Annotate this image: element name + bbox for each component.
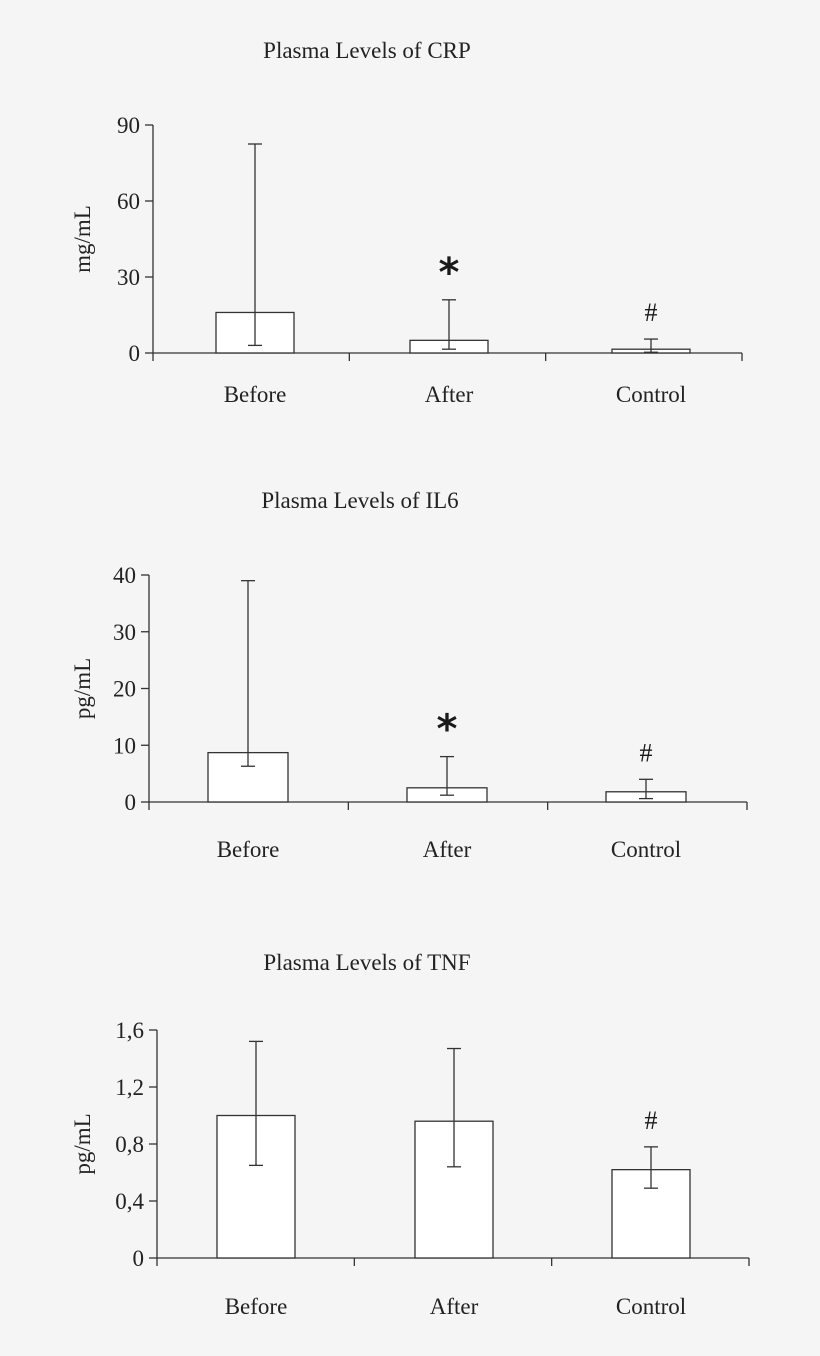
chart-2-category-label: After	[423, 837, 472, 862]
chart-3-y-axis-label: pg/mL	[70, 1113, 95, 1174]
chart-2-annotation-control: #	[640, 738, 653, 767]
chart-1-annotation-control: #	[645, 298, 658, 327]
chart-2-y-axis-label: pg/mL	[70, 658, 95, 719]
chart-1: Plasma Levels of CRP mg/mL 0 30 60 90 Before Af…	[70, 38, 743, 407]
chart-2-annotation-after: *	[437, 707, 458, 753]
chart-2-category-label: Before	[217, 837, 280, 862]
chart-1-category-label: Control	[616, 382, 686, 407]
chart-1-title: Plasma Levels of CRP	[263, 38, 471, 63]
chart-2-y-tick-label: 20	[113, 677, 136, 702]
chart-3-category-label: Before	[225, 1294, 288, 1319]
chart-2-y-tick-label: 40	[113, 563, 136, 588]
chart-3-category-label: Control	[616, 1294, 686, 1319]
chart-1-y-tick-label: 30	[117, 265, 140, 290]
chart-3-y-tick-label: 0,4	[115, 1189, 144, 1214]
chart-3: Plasma Levels of TNF pg/mL 0 0,4 0,8 1,2 1,6 Be…	[70, 950, 750, 1319]
chart-3-y-tick-label: 0,8	[115, 1132, 144, 1157]
chart-1-y-axis-label: mg/mL	[70, 205, 95, 273]
chart-3-title: Plasma Levels of TNF	[263, 950, 470, 975]
chart-3-category-label: After	[430, 1294, 479, 1319]
chart-3-y-tick-label: 0	[133, 1246, 145, 1271]
chart-1-category-label: Before	[224, 382, 287, 407]
chart-2-title: Plasma Levels of IL6	[261, 488, 458, 513]
chart-3-annotation-control: #	[645, 1106, 658, 1135]
chart-2: Plasma Levels of IL6 pg/mL 0 10 20 30 40 Before…	[70, 488, 748, 862]
chart-3-y-tick-label: 1,2	[115, 1075, 144, 1100]
chart-2-y-tick-label: 30	[113, 620, 136, 645]
chart-1-y-tick-label: 60	[117, 189, 140, 214]
chart-1-y-tick-label: 90	[117, 113, 140, 138]
chart-2-y-tick-label: 0	[125, 790, 137, 815]
chart-1-annotation-after: *	[439, 250, 460, 296]
chart-3-y-tick-label: 1,6	[115, 1018, 144, 1043]
chart-2-y-tick-label: 10	[113, 733, 136, 758]
chart-1-y-tick-label: 0	[129, 341, 141, 366]
chart-1-category-label: After	[425, 382, 474, 407]
chart-2-category-label: Control	[611, 837, 681, 862]
